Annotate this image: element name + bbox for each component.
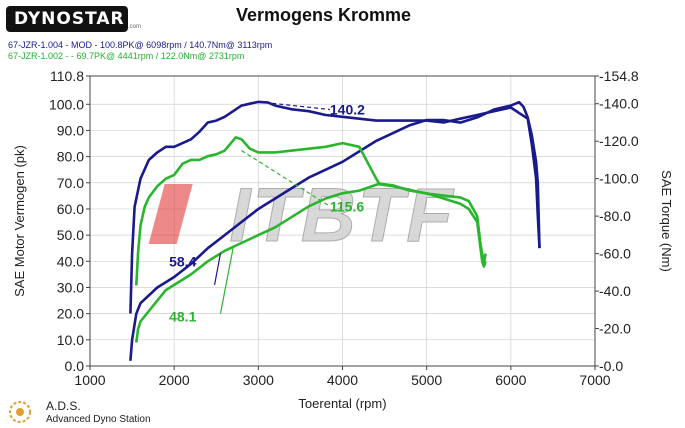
annotation-group: 140.2 58.4 115.6 48.1 — [169, 101, 365, 324]
y2-tick-label: -0.0 — [599, 358, 623, 374]
ads-logo-icon — [9, 401, 31, 423]
leader-line — [213, 253, 222, 285]
chart-title: Vermogens Kromme — [236, 5, 412, 25]
watermark-logo: ITBTF — [148, 173, 455, 259]
y-tick-label: 0.0 — [65, 358, 85, 374]
annotation-label: 140.2 — [330, 102, 365, 118]
leader-line — [219, 248, 234, 314]
logo-text: DYNOSTAR — [14, 9, 125, 29]
y-tick-label: 40.0 — [57, 253, 84, 269]
y2-axis-label: SAE Torque (Nm) — [659, 170, 674, 272]
y2-tick-label: -40.0 — [599, 283, 631, 299]
x-tick-label: 1000 — [74, 372, 105, 388]
run-label-2: 67-JZR-1.002 - - 69.7PK@ 4441rpm / 122.0… — [8, 51, 245, 61]
y-tick-label: 30.0 — [57, 279, 84, 295]
x-axis-label: Toerental (rpm) — [298, 396, 386, 411]
y-tick-label: 110.8 — [50, 68, 84, 84]
y-tick-label: 50.0 — [57, 227, 84, 243]
y2-tick-label: -100.0 — [599, 171, 639, 187]
y-tick-label: 70.0 — [57, 175, 84, 191]
watermark-red-block — [148, 184, 193, 244]
annotation-label: 58.4 — [169, 253, 196, 269]
dynostar-logo: DYNOSTAR — [6, 6, 128, 32]
x-tick-label: 3000 — [243, 372, 274, 388]
annotation-label: 48.1 — [169, 308, 196, 324]
watermark-text: ITBTF — [229, 173, 455, 258]
footer-subtitle: Advanced Dyno Station — [46, 414, 151, 425]
y-axis-label: SAE Motor Vermogen (pk) — [12, 145, 27, 297]
run-label-1: 67-JZR-1.004 - MOD - 100.8PK@ 6098rpm / … — [8, 40, 273, 50]
y-tick-label: 10.0 — [57, 332, 84, 348]
y2-tick-label: -140.0 — [599, 96, 639, 112]
leader-line — [258, 101, 330, 111]
y2-tick-label: -80.0 — [599, 208, 631, 224]
leader-line — [241, 150, 331, 207]
x-tick-label: 6000 — [495, 372, 526, 388]
series-line-2 — [129, 100, 541, 361]
y2-tick-label: -20.0 — [599, 321, 631, 337]
logo-subtext: .com — [128, 24, 142, 30]
x-tick-label: 2000 — [159, 372, 190, 388]
y-tick-label: 90.0 — [57, 122, 84, 138]
y2-tick-label: -154.8 — [599, 68, 639, 84]
y-tick-label: 20.0 — [57, 306, 84, 322]
annotation-label: 115.6 — [330, 198, 364, 214]
y-tick-label: 60.0 — [57, 201, 84, 217]
x-tick-label: 7000 — [579, 372, 610, 388]
footer-brand: A.D.S. — [46, 399, 81, 413]
y2-tick-label: -120.0 — [599, 133, 639, 149]
series-line-3 — [135, 136, 487, 286]
x-tick-label: 4000 — [327, 372, 358, 388]
series-line-4 — [135, 182, 487, 343]
axes-group: 1000 2000 3000 4000 5000 6000 7000 0.0 10.0 20.0 3… — [12, 68, 674, 411]
x-tick-label: 5000 — [411, 372, 442, 388]
y-tick-label: 100.0 — [49, 96, 84, 112]
curve-group — [129, 100, 541, 361]
y2-tick-label: -60.0 — [599, 246, 631, 262]
y-tick-label: 80.0 — [57, 149, 84, 165]
